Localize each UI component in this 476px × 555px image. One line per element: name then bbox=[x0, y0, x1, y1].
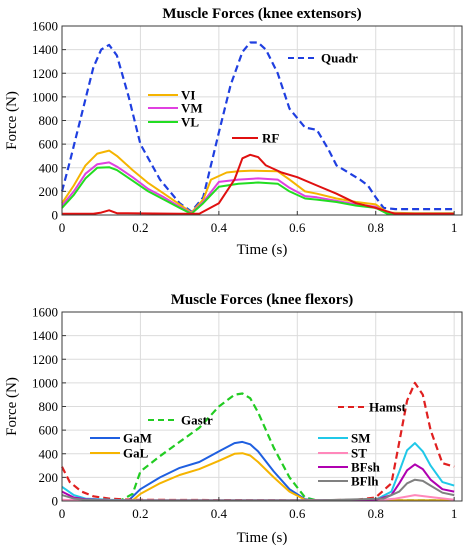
x-tick-label: 0 bbox=[59, 220, 66, 235]
legend-label-st: ST bbox=[351, 446, 367, 461]
x-tick-label: 0.4 bbox=[211, 506, 228, 521]
legend-label-gastr: Gastr bbox=[181, 413, 213, 428]
y-tick-label: 1400 bbox=[32, 328, 58, 343]
chart-knee-extensors: 0 200 400 600 800 1000 1200 1400 1600 0 0.2 0.4 0.6 0… bbox=[4, 6, 463, 258]
legend-label-vm: VM bbox=[181, 101, 203, 116]
x-tick-label: 1 bbox=[451, 220, 458, 235]
y-tick-label: 1000 bbox=[32, 375, 58, 390]
legend-label-gam: GaM bbox=[123, 431, 152, 446]
y-tick-label: 400 bbox=[39, 446, 59, 461]
legend-label-vl: VL bbox=[181, 115, 199, 130]
x-tick-label: 0.8 bbox=[368, 220, 384, 235]
x-tick-label: 0.4 bbox=[211, 220, 228, 235]
x-tick-label: 0.8 bbox=[368, 506, 384, 521]
y-tick-label: 0 bbox=[52, 208, 59, 223]
series-line-rf bbox=[62, 153, 455, 215]
y-tick-label: 200 bbox=[39, 184, 59, 199]
legend-label-bfsh: BFsh bbox=[351, 460, 381, 475]
legend-label-rf: RF bbox=[262, 131, 279, 146]
y-tick-label: 600 bbox=[39, 423, 59, 438]
chart-knee-flexors: 0 200 400 600 800 1000 1200 1400 1600 0 0.2 0.4 0.6 0… bbox=[4, 292, 463, 546]
y-tick-label: 1000 bbox=[32, 89, 58, 104]
legend-label-vi: VI bbox=[181, 88, 195, 103]
y-tick-label: 1600 bbox=[32, 19, 58, 34]
legend-label-quadr: Quadr bbox=[321, 51, 358, 66]
legend-label-gal: GaL bbox=[123, 446, 149, 461]
x-tick-label: 1 bbox=[451, 506, 458, 521]
series-line-vm bbox=[61, 161, 455, 215]
chart-title: Muscle Forces (knee flexors) bbox=[171, 292, 354, 308]
y-axis-label: Force (N) bbox=[4, 91, 20, 150]
series-line-hamst bbox=[61, 381, 455, 502]
y-tick-label: 1600 bbox=[32, 305, 58, 320]
x-tick-label: 0.6 bbox=[289, 506, 306, 521]
series-line-gastr bbox=[62, 392, 455, 502]
y-tick-label: 400 bbox=[39, 160, 59, 175]
x-axis-label: Time (s) bbox=[237, 530, 288, 546]
y-tick-label: 1400 bbox=[32, 42, 58, 57]
x-tick-label: 0.6 bbox=[289, 220, 306, 235]
series-line-bflh bbox=[61, 478, 455, 502]
legend-label-sm: SM bbox=[351, 431, 371, 446]
x-tick-label: 0.2 bbox=[132, 220, 148, 235]
legend-label-hamst: Hamst bbox=[369, 400, 407, 415]
y-tick-label: 800 bbox=[39, 399, 59, 414]
legend-label-bflh: BFlh bbox=[351, 474, 379, 489]
y-tick-label: 600 bbox=[39, 137, 59, 152]
y-axis-label: Force (N) bbox=[4, 377, 20, 436]
series-line-vl bbox=[61, 166, 455, 215]
chart-title: Muscle Forces (knee extensors) bbox=[162, 6, 361, 22]
x-axis-label: Time (s) bbox=[237, 242, 288, 258]
y-tick-label: 1200 bbox=[32, 352, 58, 367]
x-tick-label: 0 bbox=[59, 506, 66, 521]
y-tick-label: 800 bbox=[39, 113, 59, 128]
x-tick-label: 0.2 bbox=[132, 506, 148, 521]
y-tick-label: 1200 bbox=[32, 66, 58, 81]
y-tick-label: 200 bbox=[39, 470, 59, 485]
series-line-gal bbox=[62, 452, 455, 502]
y-tick-label: 0 bbox=[52, 494, 59, 509]
series-line-quadr bbox=[60, 41, 455, 213]
series-line-gam bbox=[62, 440, 455, 502]
